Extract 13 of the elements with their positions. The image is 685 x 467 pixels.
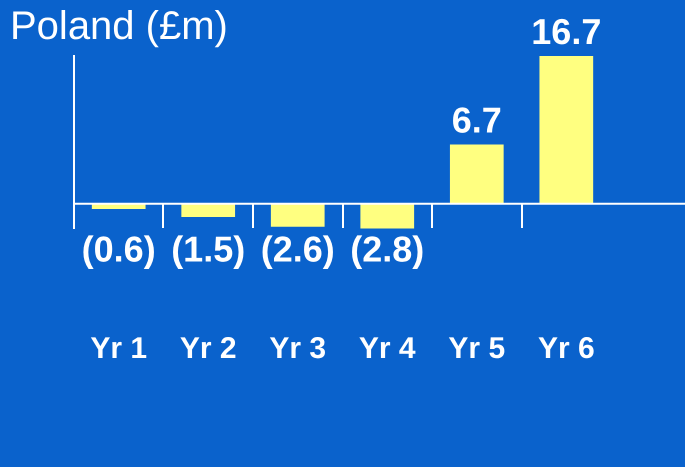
data-label: (0.6): [82, 228, 156, 270]
data-label: 16.7: [531, 10, 602, 52]
x-tick-label: Yr 5: [448, 332, 506, 365]
x-tick-label: Yr 1: [90, 332, 148, 365]
data-label: (2.6): [260, 228, 335, 270]
data-label: (2.8): [350, 228, 424, 270]
x-tick-label: Yr 6: [538, 332, 595, 365]
x-tick-label: Yr 3: [269, 332, 326, 365]
data-label: (1.5): [171, 228, 246, 270]
data-label: 6.7: [452, 99, 502, 140]
x-tick-label: Yr 2: [180, 332, 237, 365]
chart-title: Poland (£m): [10, 4, 228, 48]
x-tick-label: Yr 4: [358, 332, 416, 365]
